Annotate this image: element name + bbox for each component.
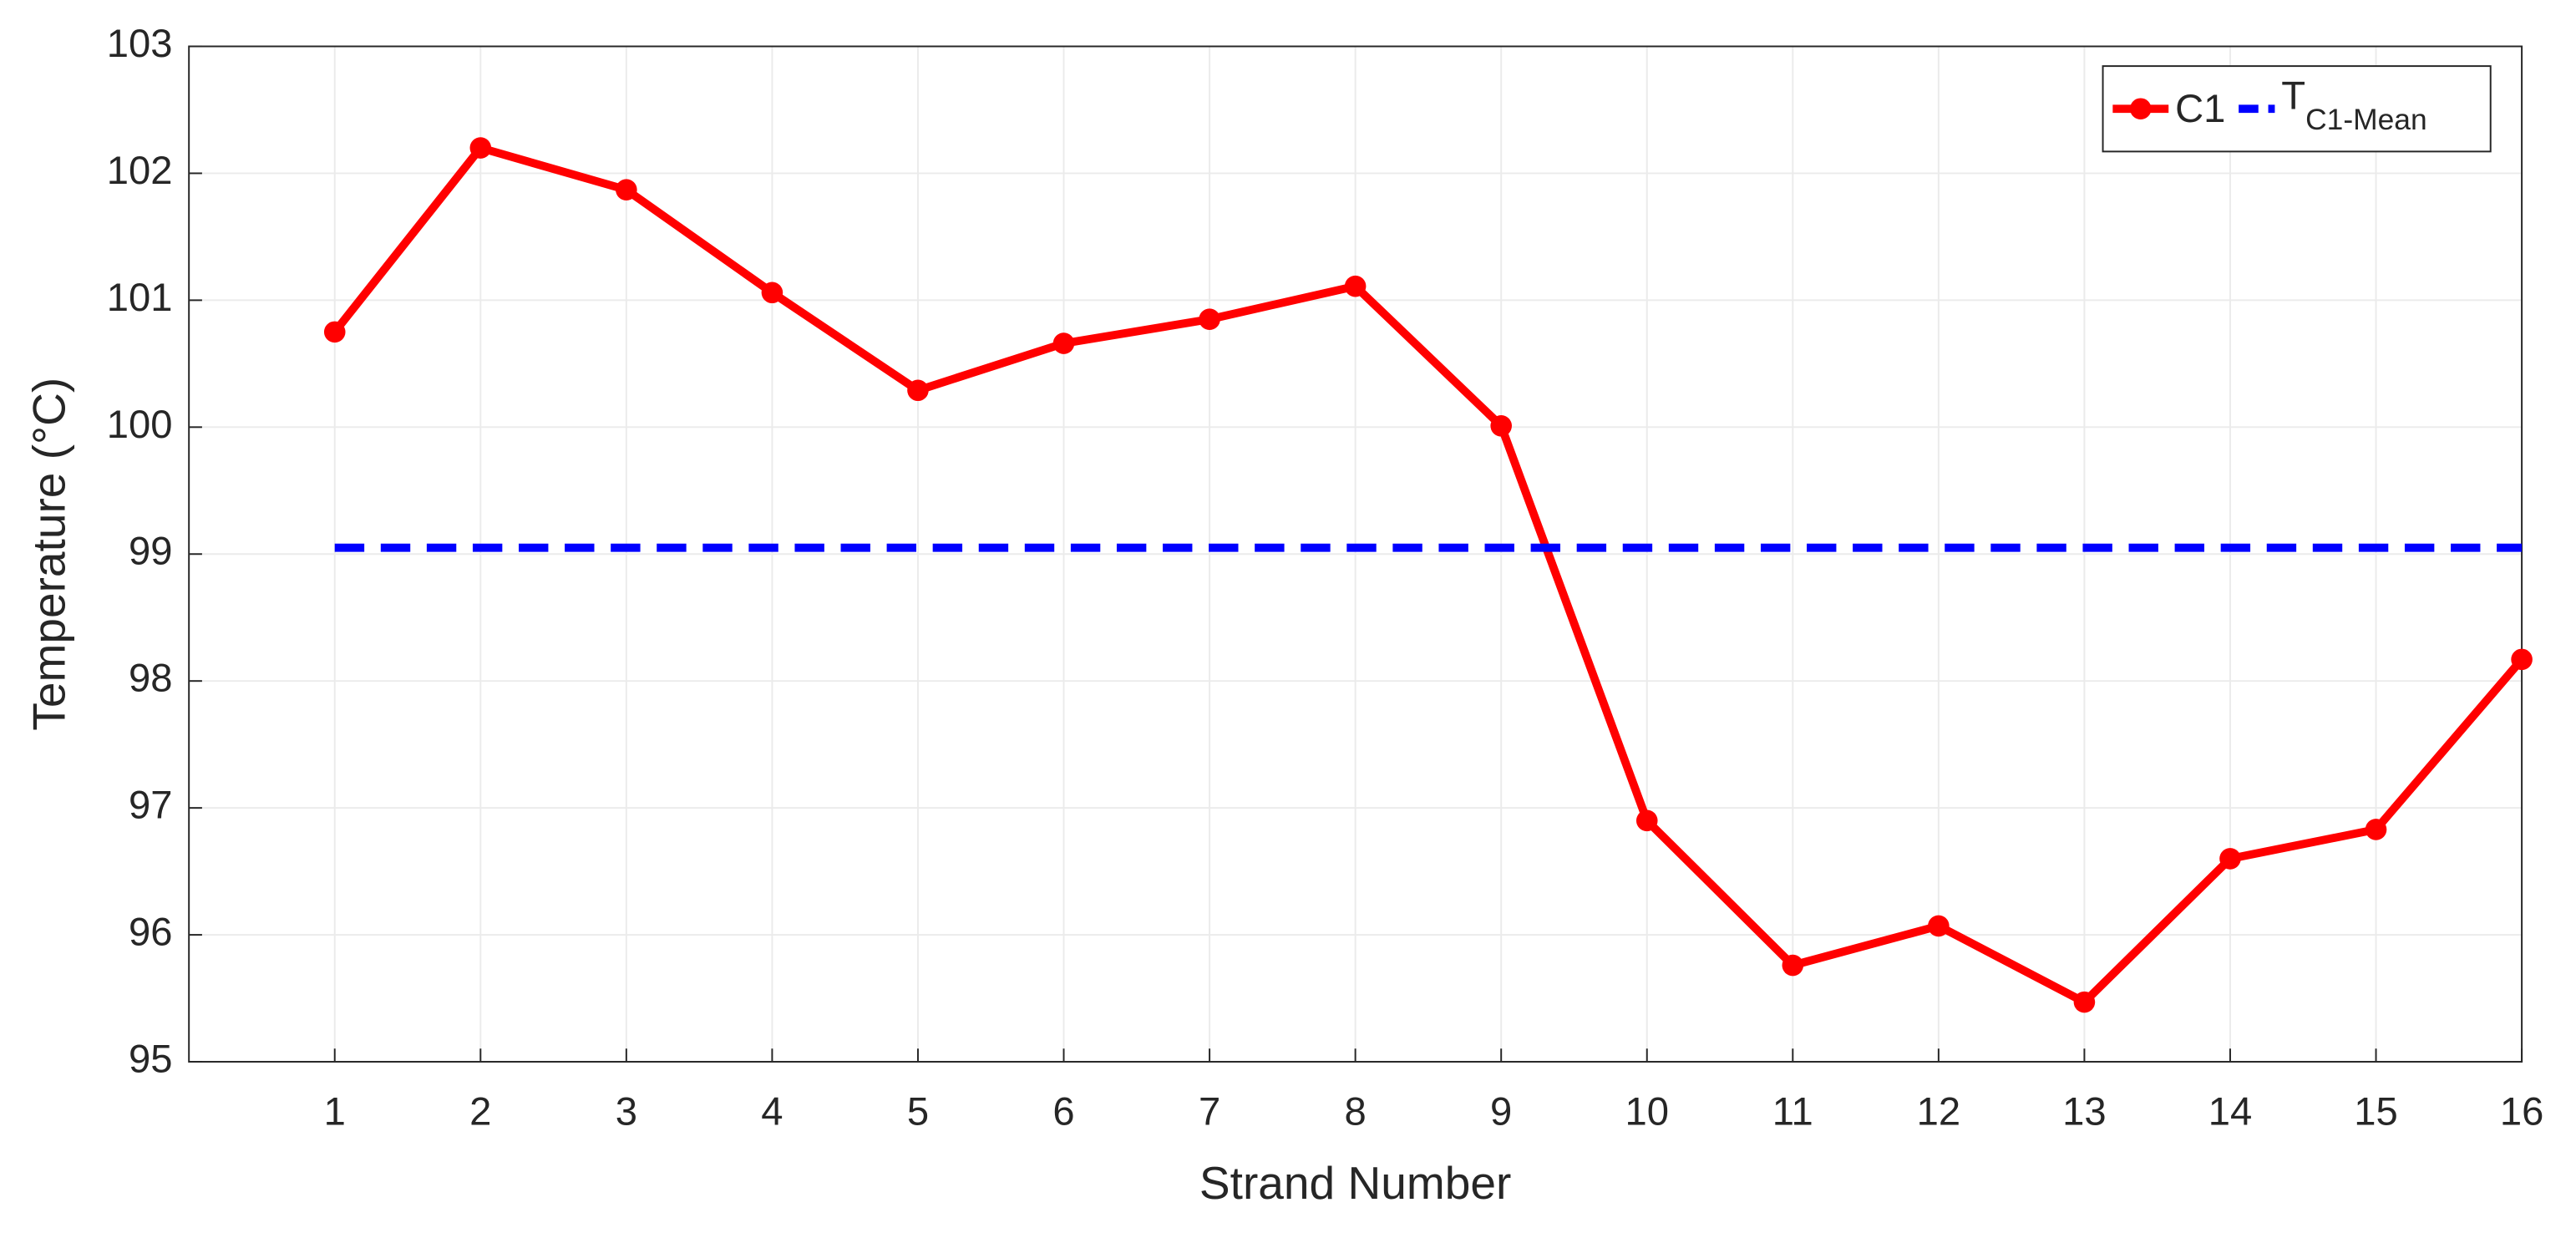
x-tick-label: 4 — [761, 1089, 783, 1134]
x-tick-label: 2 — [469, 1089, 491, 1134]
y-tick-label: 103 — [107, 22, 173, 66]
data-point — [1635, 809, 1658, 832]
data-point — [2219, 848, 2241, 870]
data-point — [469, 137, 492, 159]
x-tick-label: 15 — [2354, 1089, 2398, 1134]
y-tick-label: 97 — [129, 784, 172, 828]
x-tick-label: 1 — [324, 1089, 346, 1134]
x-tick-label: 6 — [1052, 1089, 1074, 1134]
data-point — [2073, 991, 2096, 1013]
x-tick-label: 11 — [1772, 1089, 1813, 1134]
data-point — [761, 282, 783, 304]
x-tick-label: 13 — [2062, 1089, 2107, 1134]
data-point — [1052, 332, 1075, 354]
legend-text: C1 — [2175, 88, 2225, 132]
x-axis-label: Strand Number — [1199, 1157, 1511, 1209]
y-tick-label: 101 — [107, 276, 173, 320]
y-tick-label: 99 — [129, 530, 172, 574]
data-point — [616, 179, 637, 200]
legend-marker — [2130, 98, 2152, 120]
x-tick-label: 10 — [1625, 1089, 1670, 1134]
x-tick-label: 3 — [616, 1089, 637, 1134]
x-tick-label: 9 — [1490, 1089, 1512, 1134]
data-point — [1928, 915, 1950, 937]
legend-subscript: C1-Mean — [2305, 103, 2427, 136]
data-point — [907, 379, 929, 402]
y-tick-label: 95 — [129, 1037, 172, 1081]
data-point — [2365, 819, 2387, 840]
x-tick-label: 12 — [1917, 1089, 1961, 1134]
plot-frame — [188, 45, 2523, 1063]
legend-label: C1 — [2175, 88, 2225, 132]
data-point — [323, 321, 346, 343]
x-tick-label: 14 — [2208, 1089, 2253, 1134]
series-line — [331, 144, 2525, 1007]
x-tick-label: 5 — [907, 1089, 929, 1134]
y-axis-label: Temperature (°C) — [23, 378, 74, 731]
x-tick-label: 8 — [1345, 1089, 1367, 1134]
data-point — [1490, 415, 1512, 437]
x-tick-label: 16 — [2500, 1089, 2544, 1134]
data-point — [1344, 275, 1367, 297]
legend-text: T — [2281, 74, 2305, 119]
legend-label: TC1-Mean — [2281, 74, 2426, 136]
data-point — [1782, 954, 1804, 977]
data-point — [1199, 308, 1220, 330]
x-tick-label: 7 — [1199, 1089, 1220, 1134]
data-point — [2511, 648, 2533, 671]
y-tick-label: 100 — [107, 403, 173, 447]
y-tick-label: 98 — [129, 657, 172, 701]
y-tick-label: 96 — [129, 911, 172, 955]
y-tick-label: 102 — [107, 149, 173, 193]
